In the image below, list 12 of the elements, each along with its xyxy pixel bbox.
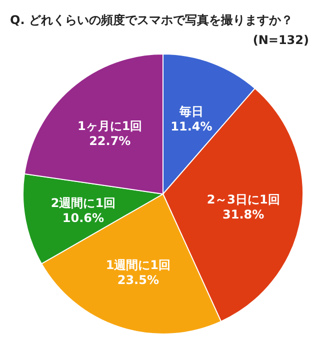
data-label: 22.7% [89,134,131,148]
slice-label: 2週間に1回 [50,196,116,210]
chart-subtitle: (N=132) [252,33,309,47]
data-label: 23.5% [117,272,159,287]
slice-label: 1週間に1回 [106,258,170,272]
slice-label: 2～3日に1回 [206,192,280,206]
data-label: 31.8% [222,207,264,222]
chart-title: Q. どれくらいの頻度でスマホで写真を撮りますか？ [10,13,293,27]
data-label: 11.4% [170,120,212,134]
data-label: 10.6% [62,210,104,225]
slice-label: 1ヶ月に1回 [78,119,142,134]
slice-label: 毎日 [178,104,204,119]
